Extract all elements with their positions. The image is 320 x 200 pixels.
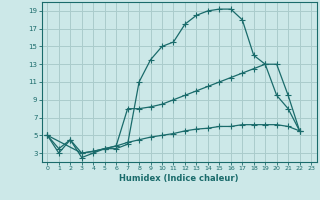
- X-axis label: Humidex (Indice chaleur): Humidex (Indice chaleur): [119, 174, 239, 183]
